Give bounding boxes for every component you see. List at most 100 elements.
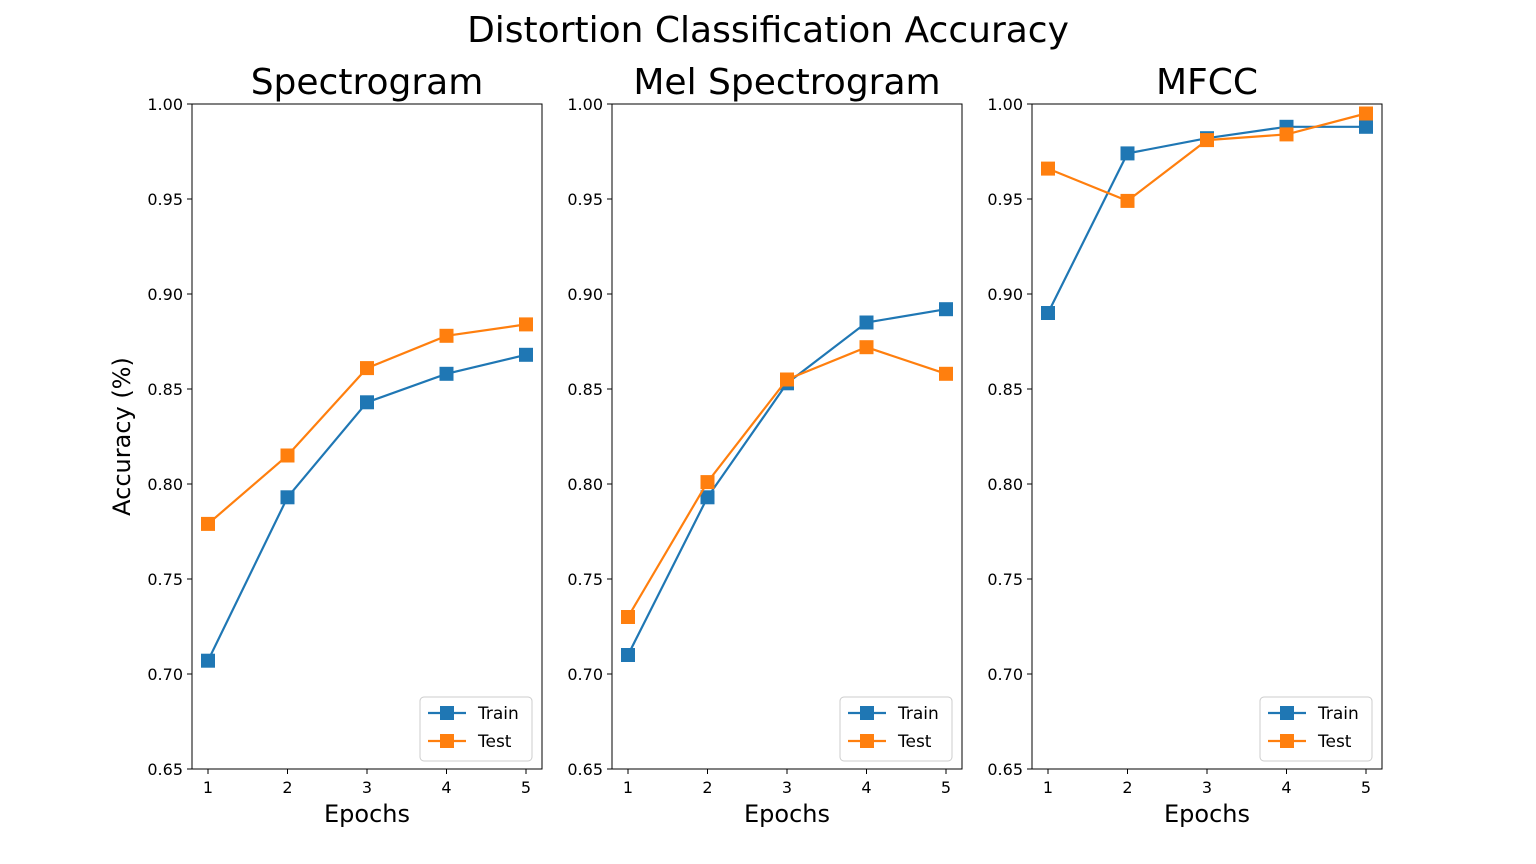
legend-label-test: Test: [1317, 732, 1352, 752]
y-tick-label: 0.95: [147, 190, 183, 209]
data-point-train: [700, 490, 715, 505]
legend-marker-train: [1280, 706, 1294, 720]
y-tick-label: 0.65: [147, 760, 183, 779]
legend: Train Test: [419, 696, 533, 762]
axes-frame: [1031, 103, 1383, 770]
legend-label-test: Test: [897, 732, 932, 752]
x-tick-label: 1: [203, 778, 213, 797]
y-tick-label: 0.80: [987, 475, 1023, 494]
y-tick-label: 0.85: [147, 380, 183, 399]
x-tick-label: 2: [282, 778, 292, 797]
series-line-train: [1047, 125, 1366, 314]
y-tick-label: 0.75: [147, 570, 183, 589]
data-point-test: [439, 328, 454, 343]
legend: Train Test: [839, 696, 953, 762]
legend-label-train: Train: [897, 704, 939, 724]
y-tick-label: 0.90: [147, 285, 183, 304]
subplot-title: MFCC: [1156, 62, 1258, 103]
y-tick-label: 0.95: [987, 190, 1023, 209]
x-tick-label: 5: [521, 778, 531, 797]
chart-panel-3: MFCC 0.65 0.70 0.75 0.80 0.85 0.90 0.95 1.00 1 2 3 4…: [987, 62, 1383, 828]
series-train: [201, 347, 533, 668]
y-tick-label: 1.00: [987, 95, 1023, 114]
x-tick-label: 2: [702, 778, 712, 797]
data-point-train: [621, 648, 635, 662]
x-axis-label: Epochs: [324, 800, 410, 828]
data-point-test: [201, 516, 215, 531]
axes-frame: [191, 103, 543, 770]
y-tick-label: 0.65: [987, 760, 1023, 779]
figure-title: Distortion Classification Accuracy: [467, 10, 1069, 51]
x-axis-label: Epochs: [1164, 800, 1250, 828]
data-point-test: [1279, 127, 1294, 142]
series-test: [621, 340, 953, 624]
y-tick-label: 0.70: [567, 665, 603, 684]
data-point-train: [859, 315, 874, 330]
subplot-title: Spectrogram: [251, 62, 484, 103]
data-point-test: [780, 372, 794, 387]
data-point-train: [1359, 119, 1373, 134]
data-point-test: [1359, 106, 1373, 121]
data-point-test: [1200, 133, 1214, 148]
data-point-test: [280, 448, 295, 463]
series-line-test: [1047, 112, 1367, 203]
y-tick-label: 1.00: [567, 95, 603, 114]
x-axis-label: Epochs: [744, 800, 830, 828]
legend-marker-test: [860, 734, 874, 748]
y-tick-label: 0.80: [567, 475, 603, 494]
y-tick-label: 0.70: [987, 665, 1023, 684]
x-tick-label: 5: [941, 778, 951, 797]
y-tick-label: 0.65: [567, 760, 603, 779]
x-tick-label: 3: [1202, 778, 1212, 797]
data-point-train: [1120, 146, 1135, 161]
x-tick-label: 4: [861, 778, 871, 797]
x-tick-label: 3: [782, 778, 792, 797]
series-test: [1041, 106, 1373, 208]
y-axis-label: Accuracy (%): [108, 357, 136, 516]
y-tick-label: 0.75: [987, 570, 1023, 589]
y-tick-label: 0.90: [567, 285, 603, 304]
legend-marker-train: [860, 706, 874, 720]
legend-marker-test: [1280, 734, 1294, 748]
data-point-test: [939, 366, 953, 381]
chart-panel-2: Mel Spectrogram 0.65 0.70 0.75 0.80 0.85 0.90 0…: [567, 62, 963, 828]
data-point-train: [1041, 306, 1055, 320]
x-tick-label: 2: [1122, 778, 1132, 797]
legend: Train Test: [1259, 696, 1373, 762]
data-point-test: [1120, 193, 1135, 208]
legend-label-train: Train: [1317, 704, 1359, 724]
y-tick-label: 0.75: [567, 570, 603, 589]
y-tick-label: 0.80: [147, 475, 183, 494]
y-tick-label: 0.90: [987, 285, 1023, 304]
series-train: [1041, 119, 1373, 320]
y-tick-label: 0.70: [147, 665, 183, 684]
y-tick-label: 0.85: [567, 380, 603, 399]
x-tick-label: 4: [1281, 778, 1291, 797]
data-point-train: [360, 395, 374, 410]
series-train: [621, 302, 953, 662]
data-point-test: [859, 340, 874, 355]
subplot-title: Mel Spectrogram: [633, 62, 940, 103]
legend-label-test: Test: [477, 732, 512, 752]
data-point-test: [700, 475, 715, 490]
legend-label-train: Train: [477, 704, 519, 724]
data-point-test: [519, 317, 533, 332]
series-test: [201, 317, 533, 531]
series-line-train: [627, 308, 947, 656]
data-point-test: [621, 610, 635, 624]
chart-panel-1: Spectrogram 0.65 0.70 0.75 0.80 0.85 0.90 0.95 1…: [108, 62, 543, 828]
x-tick-label: 5: [1361, 778, 1371, 797]
x-tick-label: 4: [441, 778, 451, 797]
x-tick-label: 3: [362, 778, 372, 797]
data-point-train: [519, 347, 533, 362]
data-point-train: [939, 302, 953, 317]
data-point-test: [360, 361, 374, 376]
x-tick-label: 1: [1043, 778, 1053, 797]
x-tick-label: 1: [623, 778, 633, 797]
series-line-test: [207, 323, 527, 525]
y-tick-label: 1.00: [147, 95, 183, 114]
data-point-test: [1041, 161, 1055, 176]
legend-marker-train: [440, 706, 454, 720]
